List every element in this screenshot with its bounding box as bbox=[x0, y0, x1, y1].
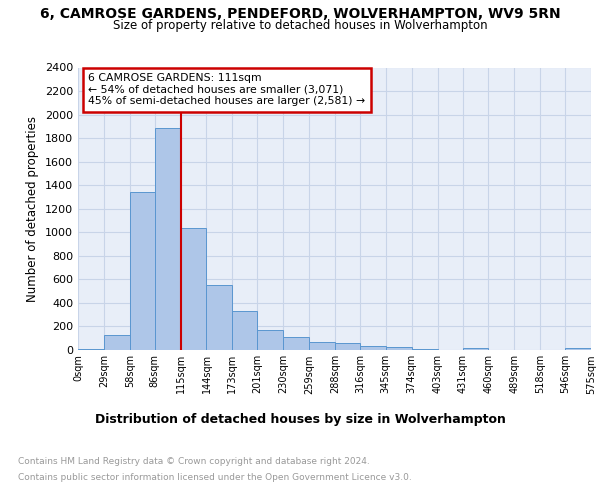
Bar bbox=[412, 349, 437, 350]
Bar bbox=[155, 128, 181, 350]
Text: 6, CAMROSE GARDENS, PENDEFORD, WOLVERHAMPTON, WV9 5RN: 6, CAMROSE GARDENS, PENDEFORD, WOLVERHAM… bbox=[40, 8, 560, 22]
Bar bbox=[283, 337, 309, 350]
Bar bbox=[257, 330, 283, 350]
Bar bbox=[104, 334, 130, 350]
Y-axis label: Number of detached properties: Number of detached properties bbox=[26, 116, 40, 302]
Bar bbox=[335, 343, 360, 350]
Bar bbox=[181, 228, 206, 350]
Bar bbox=[386, 347, 412, 350]
Bar bbox=[565, 348, 591, 350]
Bar bbox=[232, 310, 257, 350]
Text: Contains public sector information licensed under the Open Government Licence v3: Contains public sector information licen… bbox=[18, 472, 412, 482]
Bar bbox=[130, 192, 155, 350]
Text: Distribution of detached houses by size in Wolverhampton: Distribution of detached houses by size … bbox=[95, 412, 505, 426]
Bar bbox=[309, 342, 335, 350]
Text: Size of property relative to detached houses in Wolverhampton: Size of property relative to detached ho… bbox=[113, 19, 487, 32]
Bar bbox=[206, 286, 232, 350]
Text: Contains HM Land Registry data © Crown copyright and database right 2024.: Contains HM Land Registry data © Crown c… bbox=[18, 458, 370, 466]
Bar bbox=[463, 348, 488, 350]
Text: 6 CAMROSE GARDENS: 111sqm
← 54% of detached houses are smaller (3,071)
45% of se: 6 CAMROSE GARDENS: 111sqm ← 54% of detac… bbox=[88, 73, 365, 106]
Bar bbox=[78, 349, 104, 350]
Bar bbox=[360, 346, 386, 350]
